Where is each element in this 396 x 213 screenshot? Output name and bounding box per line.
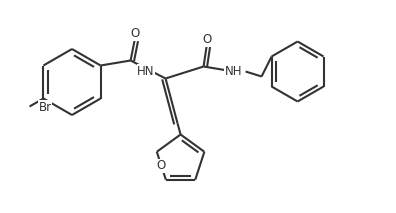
- Text: HN: HN: [137, 65, 155, 78]
- Text: O: O: [202, 33, 211, 46]
- Text: O: O: [157, 159, 166, 172]
- Text: NH: NH: [225, 65, 242, 78]
- Text: O: O: [130, 27, 139, 40]
- Text: Br: Br: [38, 101, 52, 114]
